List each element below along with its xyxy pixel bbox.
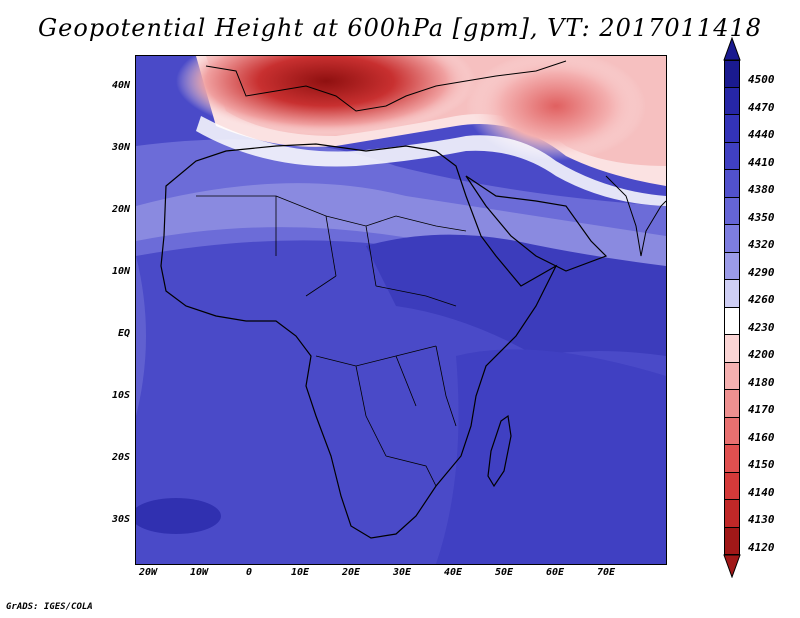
field-deep-1	[366, 234, 666, 356]
colorbar-cell	[724, 472, 740, 500]
africa-coastline	[160, 143, 558, 539]
colorbar-label: 4130	[748, 513, 775, 526]
madagascar-coastline	[487, 414, 512, 488]
lat-label-20n: 20N	[111, 204, 130, 215]
lon-label-60e: 60E	[545, 567, 565, 578]
colorbar-label: 4290	[748, 265, 775, 279]
lon-label-10w: 10W	[189, 567, 209, 578]
colorbar-label: 4380	[748, 183, 775, 196]
lat-label-30n: 30N	[111, 142, 130, 153]
country-borders	[196, 195, 467, 487]
colorbar-cell	[724, 335, 740, 363]
colorbar-cell	[724, 170, 740, 198]
colorbar-label: 4200	[748, 348, 775, 361]
colorbar-label: 4150	[748, 458, 775, 471]
lon-label-20e: 20E	[341, 567, 361, 578]
colorbar-label: 4320	[748, 238, 775, 251]
field-deep-2	[136, 498, 221, 534]
colorbar-cell	[724, 280, 740, 308]
lon-label-10e: 10E	[290, 567, 310, 578]
lon-label-50e: 50E	[494, 567, 514, 578]
colorbar-label: 4180	[748, 375, 775, 389]
lon-label-70e: 70E	[596, 567, 616, 578]
colorbar-label: 4350	[748, 210, 775, 224]
lat-label-40n: 40N	[111, 80, 130, 91]
map-title: Geopotential Height at 600hPa [gpm], VT:…	[38, 14, 762, 42]
europe-coastline	[205, 60, 567, 112]
colorbar-label: 4160	[748, 430, 775, 444]
colorbar-cell	[724, 60, 740, 88]
colorbar-cell	[724, 252, 740, 280]
geopotential-map	[136, 56, 666, 564]
colorbar-cell	[724, 390, 740, 418]
lat-label-eq: EQ	[117, 328, 130, 339]
field-hot-core	[176, 56, 476, 136]
colorbar-label: 4260	[748, 293, 775, 306]
colorbar-cell	[724, 87, 740, 115]
colorbar-cell	[724, 225, 740, 253]
colorbar-cell	[724, 362, 740, 390]
colorbar-cell	[724, 197, 740, 225]
field-band-west	[136, 256, 146, 416]
colorbar-cell	[724, 500, 740, 528]
lon-label-40e: 40E	[443, 567, 463, 578]
credit-text: GrADS: IGES/COLA	[6, 602, 93, 612]
colorbar-bottom-arrow	[723, 554, 741, 578]
colorbar-cell	[724, 307, 740, 335]
lat-label-30s: 30S	[111, 514, 130, 525]
colorbar-label: 4500	[748, 73, 775, 86]
colorbar-cell	[724, 417, 740, 445]
map-plot-area	[135, 55, 667, 565]
colorbar-label: 4230	[748, 320, 775, 334]
lon-label-30e: 30E	[392, 567, 412, 578]
field-hot-east	[466, 56, 646, 161]
colorbar-cell	[724, 142, 740, 170]
colorbar-label: 4120	[748, 540, 775, 554]
field-white-band	[196, 116, 666, 206]
colorbar-label: 4170	[748, 403, 775, 416]
colorbar-cell	[724, 527, 740, 555]
colorbar-cell	[724, 445, 740, 473]
colorbar-label: 4440	[748, 128, 775, 141]
colorbar-cell	[724, 115, 740, 143]
field-deep-3	[436, 349, 666, 564]
lat-label-10n: 10N	[111, 266, 130, 277]
lon-label-0: 0	[245, 567, 253, 578]
colorbar-label: 4410	[748, 155, 775, 169]
colorbar-top-arrow	[723, 37, 741, 61]
india-coastline	[605, 175, 666, 257]
colorbar-label: 4140	[748, 485, 775, 499]
colorbar-label: 4470	[748, 100, 775, 114]
lat-label-10s: 10S	[111, 390, 130, 401]
arabia-coastline	[465, 175, 608, 272]
lat-label-20s: 20S	[111, 452, 130, 463]
lon-label-20w: 20W	[138, 567, 158, 578]
